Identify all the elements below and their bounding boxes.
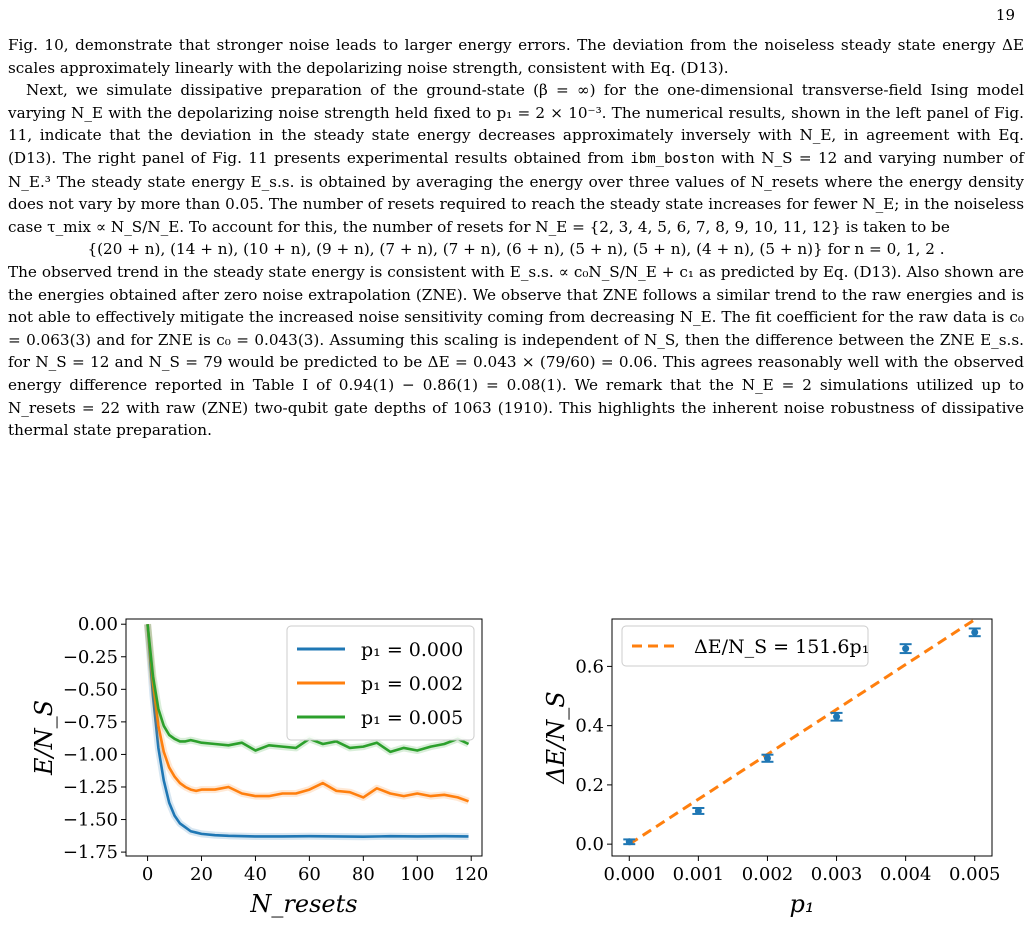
x-tick-label: 0.002	[742, 864, 794, 885]
plot-frame	[611, 618, 993, 857]
y-tick-label: −1.50	[63, 810, 118, 831]
y-tick-label: −0.25	[63, 647, 118, 668]
x-axis-label: p₁	[790, 890, 815, 918]
figure-11: 0 20 40 60 80 100 120 0.00 −0.25 −0.50 −0.75 −1.00 −…	[30, 614, 1001, 918]
x-tick-label: 0.001	[673, 864, 725, 885]
legend-label: p₁ = 0.002	[361, 673, 463, 695]
plot-frame	[125, 618, 483, 857]
energy-vs-resets-chart: 0 20 40 60 80 100 120 0.00 −0.25 −0.50 −0.75 −1.00 −…	[30, 614, 488, 918]
y-tick-label: 0.6	[575, 656, 604, 677]
paragraph-2-part-a: Next, we simulate dissipative preparatio…	[8, 81, 1024, 167]
y-tick-label: 0.0	[575, 834, 604, 855]
series-line-0	[146, 624, 469, 839]
legend-label: p₁ = 0.000	[361, 639, 463, 661]
legend: p₁ = 0.000 p₁ = 0.002 p₁ = 0.005	[286, 625, 475, 741]
legend-box	[286, 625, 475, 741]
body-text: Fig. 10, demonstrate that stronger noise…	[8, 34, 1024, 442]
legend: ΔE/N_S = 151.6p₁	[621, 625, 869, 667]
x-axis-label: N_resets	[249, 890, 357, 918]
x-tick-label: 0.003	[811, 864, 863, 885]
legend-label: p₁ = 0.005	[361, 707, 463, 729]
y-tick-label: −1.75	[63, 842, 118, 863]
energy-deviation-vs-noise-chart: 0.000 0.001 0.002 0.003 0.004 0.005 0.0 0.2 0.4 0…	[542, 618, 1001, 918]
legend-label: ΔE/N_S = 151.6p₁	[694, 636, 869, 658]
paragraph-1: Fig. 10, demonstrate that stronger noise…	[8, 36, 1024, 77]
x-tick-label: 80	[352, 864, 375, 885]
x-tick-label: 0.004	[880, 864, 932, 885]
x-tick-label: 100	[400, 864, 434, 885]
y-tick-label: −0.75	[63, 712, 118, 733]
y-tick-label: 0.2	[575, 775, 604, 796]
series-line-1	[146, 624, 469, 803]
y-tick-label: −0.50	[63, 679, 118, 700]
data-point	[902, 645, 910, 653]
y-tick-label: 0.4	[575, 716, 604, 737]
data-point	[833, 713, 841, 721]
x-tick-label: 60	[298, 864, 321, 885]
paragraph-2: Next, we simulate dissipative preparatio…	[8, 79, 1024, 238]
x-tick-label: 0.005	[949, 864, 1001, 885]
x-tick-label: 0.000	[604, 864, 656, 885]
y-tick-label: 0.00	[78, 614, 118, 635]
fit-line	[628, 618, 976, 846]
data-point	[763, 754, 771, 762]
data-point	[694, 807, 702, 815]
y-tick-label: −1.25	[63, 777, 118, 798]
paragraph-2-part-b: with N_S = 12 and varying number of N_E.…	[8, 148, 1025, 236]
data-point	[625, 838, 633, 846]
x-tick-label: 0	[142, 864, 153, 885]
legend-box	[621, 625, 869, 667]
reset-schedule-equation: {(20 + n), (14 + n), (10 + n), (9 + n), …	[87, 240, 945, 259]
data-point	[971, 628, 979, 636]
y-axis-label: E/N_S	[30, 700, 58, 776]
series-line-2	[146, 624, 470, 754]
x-tick-label: 40	[244, 864, 267, 885]
x-tick-label: 120	[454, 864, 488, 885]
paragraph-3: The observed trend in the steady state e…	[8, 262, 1024, 440]
device-name: ibm_boston	[630, 150, 715, 167]
y-axis-label: ΔE/N_S	[542, 691, 570, 784]
y-tick-label: −1.00	[63, 744, 118, 765]
page-number: 19	[995, 6, 1015, 24]
x-tick-label: 20	[190, 864, 213, 885]
